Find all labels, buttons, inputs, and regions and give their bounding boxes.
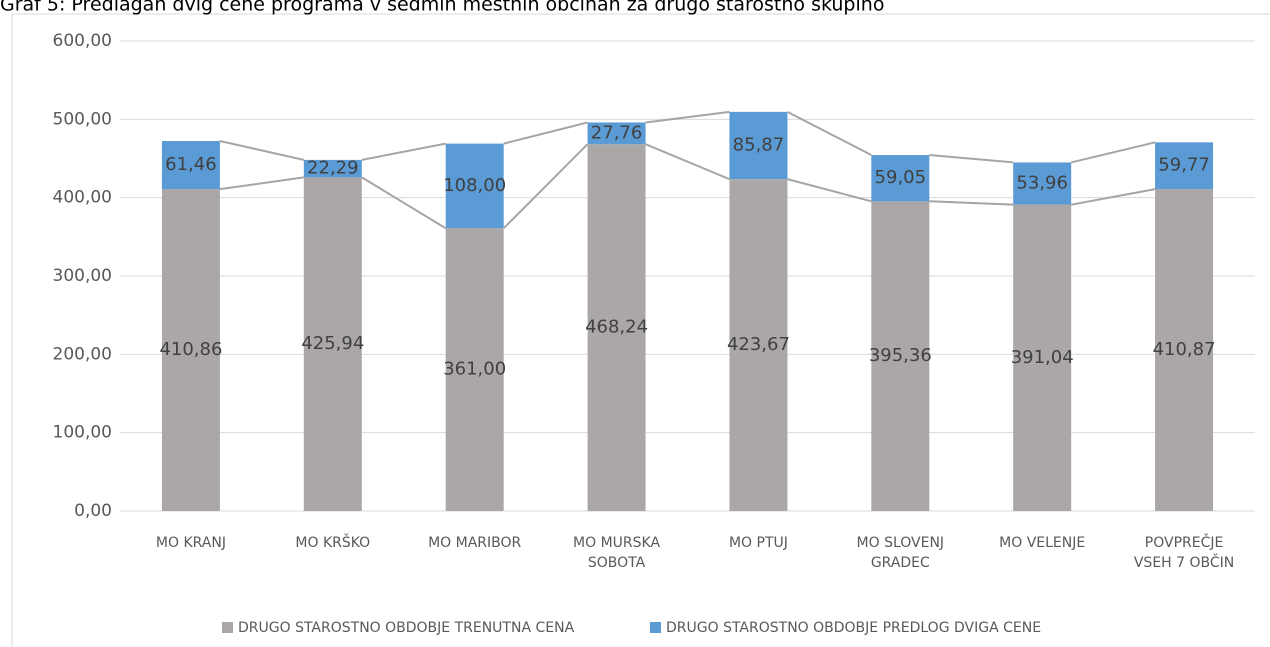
data-label: 361,00 [443, 359, 506, 380]
bar-segment [1013, 162, 1072, 205]
data-label: 395,36 [869, 345, 932, 366]
bar-segment [445, 143, 504, 229]
series-line [645, 110, 730, 124]
data-label: 61,46 [165, 154, 217, 175]
series-line [361, 176, 447, 230]
series-line [1070, 141, 1156, 164]
series-line [929, 154, 1014, 164]
series-line [361, 142, 446, 161]
series-line [1071, 188, 1156, 206]
bar-segment [1155, 142, 1214, 190]
x-tick-label: MO VELENJE [999, 535, 1086, 551]
series-line [219, 176, 304, 191]
data-label: 410,87 [1153, 339, 1216, 360]
bar-segment [303, 177, 362, 512]
bar-segment [871, 201, 930, 511]
data-label: 53,96 [1016, 173, 1068, 194]
y-tick-label: 100,00 [53, 423, 112, 443]
bar-segment [587, 144, 646, 511]
y-tick-label: 200,00 [53, 344, 112, 364]
series-line [786, 110, 872, 156]
bar-segment [1155, 189, 1214, 511]
bar-segment [729, 179, 788, 511]
y-tick-label: 0,00 [74, 501, 112, 521]
x-tick-label: MO KRŠKO [295, 535, 371, 551]
y-tick-label: 500,00 [53, 109, 112, 129]
series-line [502, 143, 589, 229]
series-line [787, 178, 872, 203]
x-tick-label: POVPREČJE VSEH 7 OBČIN [1133, 535, 1235, 571]
data-label: 391,04 [1011, 347, 1074, 368]
series-line [503, 121, 588, 145]
data-label: 425,94 [301, 333, 364, 354]
data-label: 85,87 [733, 134, 785, 155]
bar-segment [587, 122, 646, 145]
chart-title: Graf 5: Predlagan dvig cene programa v s… [0, 0, 884, 16]
series-line [219, 140, 305, 161]
series-line [929, 200, 1014, 206]
data-label: 22,29 [307, 158, 359, 179]
y-tick-label: 400,00 [53, 188, 112, 208]
legend-swatch [222, 622, 233, 633]
data-label: 27,76 [591, 122, 643, 143]
data-label: 59,05 [875, 167, 927, 188]
x-tick-label: MO MURSKA SOBOTA [573, 535, 661, 571]
bar-segment [1013, 204, 1072, 511]
bar-segment [161, 141, 220, 190]
bar-segment [161, 189, 220, 511]
chart-frame [11, 13, 1270, 647]
x-tick-label: MO PTUJ [728, 535, 788, 551]
bar-segment [871, 155, 930, 202]
data-label: 423,67 [727, 334, 790, 355]
data-label: 59,77 [1158, 155, 1210, 176]
y-tick-label: 300,00 [53, 266, 112, 286]
series-line [645, 143, 730, 181]
x-tick-label: MO KRANJ [155, 535, 226, 551]
bar-segment [729, 111, 788, 180]
data-label: 410,86 [159, 339, 222, 360]
bar-segment [445, 228, 504, 511]
legend-swatch [650, 622, 661, 633]
data-label: 108,00 [443, 175, 506, 196]
data-label: 468,24 [585, 317, 648, 338]
legend-label: DRUGO STAROSTNO OBDOBJE TRENUTNA CENA [238, 620, 575, 636]
bar-segment [303, 159, 362, 178]
x-tick-label: MO MARIBOR [428, 535, 522, 551]
y-tick-label: 600,00 [53, 31, 112, 51]
x-tick-label: MO SLOVENJ GRADEC [856, 535, 945, 571]
legend-label: DRUGO STAROSTNO OBDOBJE PREDLOG DVIGA CE… [666, 620, 1041, 636]
